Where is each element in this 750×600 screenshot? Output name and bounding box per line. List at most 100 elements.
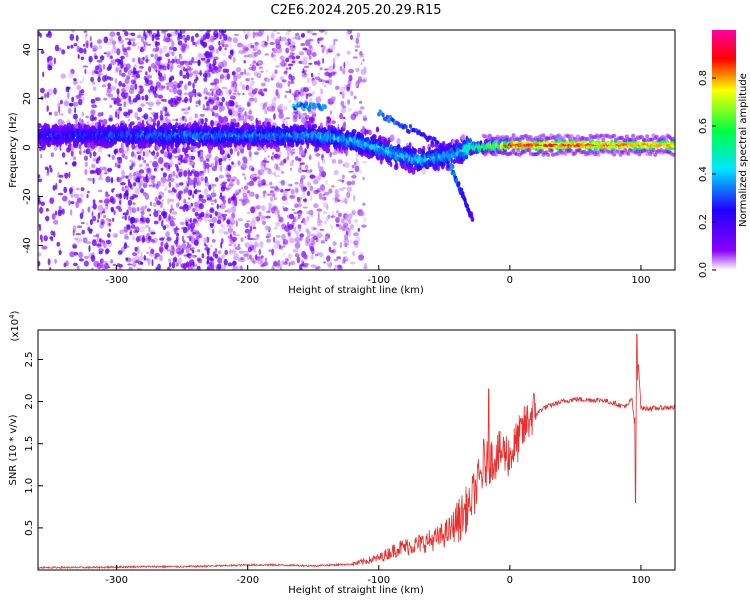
spectrogram-noise-blob: [70, 149, 74, 157]
spectrogram-noise-blob: [232, 231, 236, 236]
spectrogram-noise-speck: [167, 152, 173, 158]
spectrogram-noise-blob: [354, 165, 360, 173]
spectrogram-noise-blob: [149, 160, 153, 163]
spectrogram-noise-speck: [185, 204, 189, 212]
spectrogram-noise-blob: [240, 237, 244, 243]
spectrogram-noise-blob: [179, 221, 185, 226]
spectrogram-noise-blob: [160, 241, 164, 247]
spectrogram-noise-speck: [39, 87, 45, 94]
spectrogram-noise-blob: [195, 41, 198, 47]
spectrogram-noise-blob: [242, 30, 246, 34]
spectrogram-noise-blob: [312, 32, 317, 36]
spectrogram-noise-blob: [301, 71, 305, 74]
spectrogram-noise-blob: [256, 31, 262, 35]
spectrogram-noise-blob: [99, 172, 102, 178]
spectrogram-noise-blob: [116, 177, 122, 183]
spectrogram-noise-blob: [234, 234, 240, 237]
spectrogram-noise-blob: [318, 192, 323, 200]
spectrogram-noise-blob: [354, 45, 361, 48]
spectrogram-noise-blob: [280, 36, 287, 42]
spectrogram-noise-blob: [288, 44, 293, 48]
spectrogram-noise-blob: [76, 237, 82, 243]
spectrogram-noise-speck: [156, 200, 161, 206]
spectrogram-noise-blob: [221, 213, 228, 217]
spectrogram-noise-blob: [314, 60, 318, 65]
spectrogram-noise-blob: [222, 253, 226, 259]
spectrogram-noise-blob: [144, 204, 147, 209]
spectrogram-noise-blob: [123, 84, 130, 91]
spectrogram-noise-blob: [343, 222, 349, 228]
spectrogram-noise-blob: [346, 191, 351, 199]
figure-title: C2E6.2024.205.20.29.R15: [270, 3, 441, 18]
spectrogram-noise-speck: [92, 151, 97, 157]
spectrogram-noise-blob: [355, 37, 360, 45]
spectrogram-image: [38, 30, 675, 270]
spectrogram-noise-blob: [210, 244, 213, 248]
spectrogram-ridge-blob: [325, 147, 331, 154]
spectrogram-noise-speck: [58, 174, 64, 178]
spectrogram-noise-blob: [265, 69, 268, 73]
spectrogram-noise-blob: [122, 48, 128, 53]
spectrogram-noise-blob: [334, 85, 340, 90]
spectrogram-noise-blob: [248, 150, 252, 158]
spectrogram-noise-blob: [118, 98, 122, 103]
spectrogram-noise-speck: [192, 88, 197, 94]
spectrogram-noise-blob: [123, 101, 127, 108]
spectrogram-noise-blob: [166, 236, 172, 242]
spectrogram-noise-blob: [298, 210, 302, 213]
spectrogram-noise-blob: [354, 155, 359, 159]
spectrogram-noise-speck: [190, 170, 194, 174]
spectrogram-noise-speck: [176, 97, 182, 101]
spectrogram-noise-speck: [165, 53, 170, 57]
spectrogram-noise-blob: [192, 218, 197, 222]
spectrogram-noise-speck: [142, 235, 145, 243]
spectrogram-noise-blob: [194, 201, 197, 207]
spectrogram-noise-blob: [346, 181, 352, 186]
spectrogram-noise-blob: [237, 151, 240, 157]
spectrogram-noise-blob: [321, 48, 325, 54]
spectrogram-noise-blob: [261, 205, 266, 212]
spectrogram-noise-speck: [117, 250, 123, 255]
spectrogram-noise-blob: [144, 94, 149, 101]
spectrogram-ridge-blob: [210, 119, 215, 127]
spectrogram-noise-blob: [253, 71, 259, 77]
spectrogram-noise-speck: [192, 82, 195, 89]
spectrogram-noise-blob: [359, 100, 363, 104]
spectrogram-noise-blob: [300, 43, 306, 46]
spectrogram-noise-blob: [310, 72, 314, 78]
spectrogram-noise-blob: [301, 253, 308, 259]
spectrogram-noise-speck: [176, 165, 179, 172]
spectrogram-noise-blob: [174, 55, 177, 59]
spectrogram-noise-speck: [153, 167, 157, 172]
spectrogram-noise-blob: [303, 262, 310, 266]
spectrogram-noise-blob: [92, 157, 97, 162]
spectrogram-ridge-blob: [313, 123, 317, 129]
spectrogram-noise-speck: [57, 211, 62, 217]
spectrogram-noise-blob: [133, 172, 137, 177]
spectrogram-noise-blob: [91, 163, 96, 169]
spectrogram-noise-blob: [250, 44, 255, 49]
spectrogram-noise-blob: [266, 34, 269, 42]
spectrogram-noise-blob: [145, 150, 150, 157]
spectrogram-noise-blob: [246, 252, 249, 257]
spectrogram-noise-blob: [361, 79, 366, 83]
spectrogram-noise-blob: [221, 196, 225, 203]
spectrogram-noise-blob: [165, 231, 170, 238]
spectrogram-noise-blob: [267, 155, 270, 158]
spectrogram-noise-blob: [227, 207, 231, 214]
spectrogram-noise-blob: [297, 203, 302, 208]
spectrogram-noise-blob: [181, 108, 185, 112]
spectrogram-noise-blob: [349, 213, 353, 220]
spectrogram-noise-blob: [97, 112, 102, 117]
spectrogram-noise-blob: [130, 224, 136, 229]
spectrogram-noise-speck: [192, 231, 196, 235]
spectrogram-noise-blob: [99, 222, 104, 229]
spectrogram-ridge-blob: [150, 145, 154, 153]
spectrogram-ridge-blob: [371, 134, 377, 140]
spectrogram-noise-blob: [235, 220, 238, 227]
spectrogram-noise-blob: [159, 237, 165, 241]
spectrogram-noise-blob: [202, 90, 209, 95]
spectrogram-noise-blob: [360, 62, 363, 66]
spectrogram-ridge-blob: [389, 161, 393, 168]
spectrogram-noise-speck: [145, 178, 149, 183]
